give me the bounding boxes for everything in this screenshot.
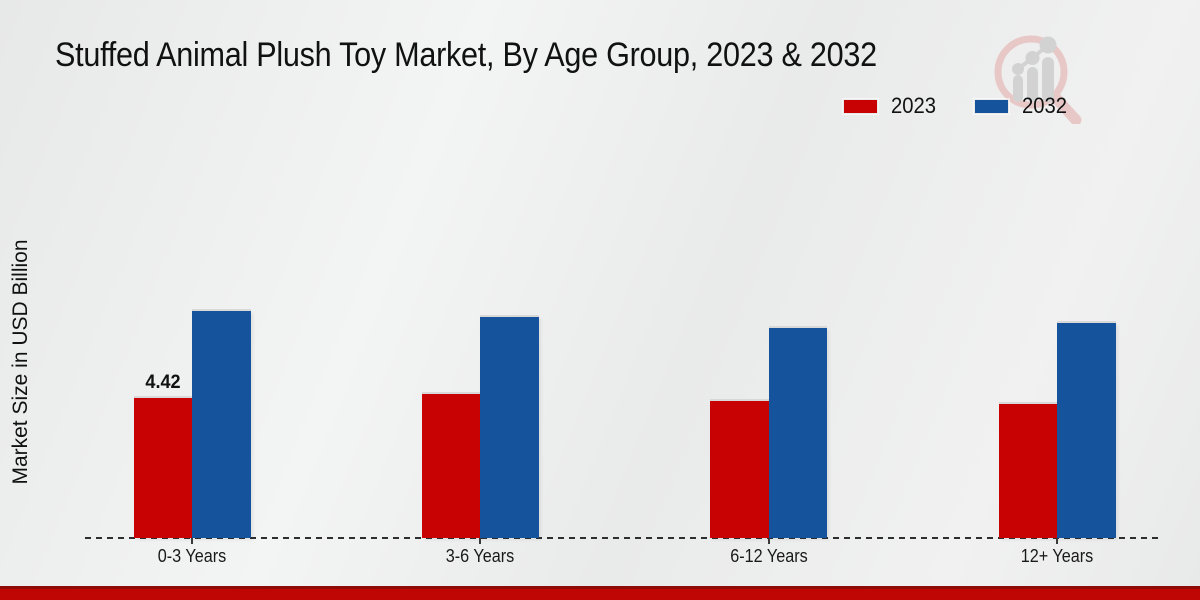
bar-2023-3-6-years bbox=[421, 394, 481, 538]
legend-item-2023: 2023 bbox=[843, 93, 940, 119]
x-axis-tick bbox=[479, 538, 482, 544]
bar-2023-6-12-years bbox=[710, 401, 769, 538]
x-axis-tick bbox=[767, 538, 770, 544]
footer-accent-bar bbox=[0, 586, 1200, 600]
bar-2032-3-6-years bbox=[480, 317, 539, 538]
brand-watermark-magnifier-icon bbox=[994, 35, 1082, 124]
chart-title: Stuffed Animal Plush Toy Market, By Age … bbox=[55, 36, 877, 74]
bar-2032-6-12-years bbox=[768, 328, 828, 538]
bar-2032-0-3-years bbox=[192, 311, 251, 538]
x-axis-label: 12+ Years bbox=[1020, 546, 1094, 566]
bar-2032-12-years bbox=[1057, 323, 1116, 538]
x-axis-label: 3-6 Years bbox=[446, 546, 515, 566]
legend-label-2032: 2032 bbox=[1021, 93, 1067, 118]
legend: 2023 2032 bbox=[843, 93, 1071, 119]
legend-item-2032: 2032 bbox=[973, 93, 1071, 119]
legend-label-2023: 2023 bbox=[891, 93, 937, 118]
x-axis-label: 0-3 Years bbox=[157, 546, 227, 566]
x-axis-label: 6-12 Years bbox=[729, 546, 808, 566]
bar-2023-0-3-years bbox=[133, 398, 192, 538]
legend-swatch-2023 bbox=[843, 98, 878, 114]
legend-swatch-2032 bbox=[973, 98, 1009, 114]
x-axis-tick bbox=[1056, 538, 1058, 544]
bar-2023-12-years bbox=[998, 404, 1057, 538]
bar-value-label: 4.42 bbox=[145, 372, 181, 393]
x-axis-baseline bbox=[85, 537, 1163, 539]
x-axis-tick bbox=[191, 538, 193, 544]
